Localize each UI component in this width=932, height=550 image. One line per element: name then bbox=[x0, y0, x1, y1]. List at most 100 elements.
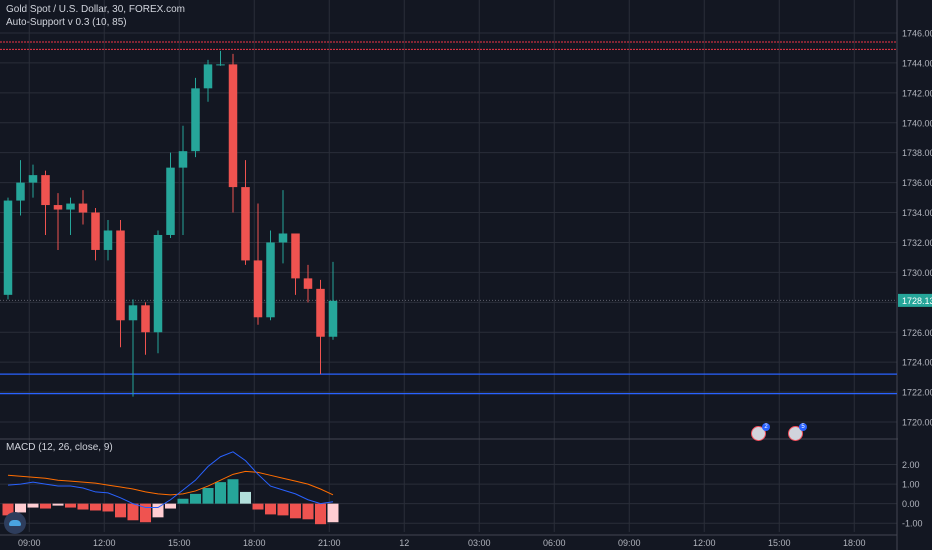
macd-hist-bar-6 bbox=[77, 503, 89, 510]
price-tick-label-11: 1742.00 bbox=[902, 88, 932, 98]
time-tick-label-6: 03:00 bbox=[468, 538, 491, 548]
time-tick-label-7: 06:00 bbox=[543, 538, 566, 548]
price-tick-label-1: 1722.00 bbox=[902, 388, 932, 398]
time-tick-label-5: 12 bbox=[399, 538, 409, 548]
last-price-label: 1728.13 bbox=[902, 296, 932, 306]
time-tick-label-9: 12:00 bbox=[693, 538, 716, 548]
candle-2 bbox=[28, 164, 38, 198]
macd-hist-bar-8 bbox=[102, 503, 114, 512]
candle-10 bbox=[128, 299, 138, 397]
macd-hist-bar-16 bbox=[202, 488, 214, 504]
macd-tick-label-0: -1.00 bbox=[902, 519, 923, 529]
macd-hist-bar-23 bbox=[290, 503, 301, 519]
candle-body-7 bbox=[91, 212, 100, 250]
price-tick-label-5: 1730.00 bbox=[902, 268, 932, 278]
candle-body-6 bbox=[78, 203, 88, 213]
macd-legend[interactable]: MACD (12, 26, close, 9) bbox=[6, 442, 113, 453]
event-badge-2-count: 5 bbox=[799, 423, 807, 431]
candle-body-18 bbox=[228, 64, 238, 188]
macd-tick-label-3: 2.00 bbox=[902, 460, 920, 470]
price-tick-label-13: 1746.00 bbox=[902, 28, 932, 38]
candle-body-26 bbox=[328, 300, 338, 337]
macd-tick-label-2: 1.00 bbox=[902, 480, 920, 490]
candle-19 bbox=[241, 160, 250, 265]
candle-body-14 bbox=[178, 151, 188, 168]
candle-22 bbox=[278, 190, 288, 264]
macd-hist-bar-4 bbox=[52, 503, 64, 506]
support-resistance-lines bbox=[0, 41, 897, 395]
candle-13 bbox=[166, 152, 175, 238]
candle-body-20 bbox=[253, 260, 263, 318]
candle-body-19 bbox=[241, 187, 250, 261]
candle-18 bbox=[228, 53, 238, 213]
candle-body-2 bbox=[28, 175, 38, 183]
candle-body-3 bbox=[41, 175, 50, 206]
candle-3 bbox=[41, 170, 50, 235]
time-tick-label-0: 09:00 bbox=[18, 538, 41, 548]
candle-4 bbox=[53, 193, 63, 250]
candle-24 bbox=[303, 264, 313, 303]
macd-hist-bar-17 bbox=[215, 482, 226, 504]
time-tick-label-2: 15:00 bbox=[168, 538, 191, 548]
candle-0 bbox=[3, 197, 13, 300]
candle-20 bbox=[253, 203, 263, 325]
candle-body-15 bbox=[191, 88, 200, 152]
macd-hist-bar-10 bbox=[127, 503, 139, 521]
price-tick-label-10: 1740.00 bbox=[902, 118, 932, 128]
macd-hist-bar-5 bbox=[65, 503, 76, 508]
candle-body-1 bbox=[16, 182, 25, 201]
macd-hist-bar-11 bbox=[140, 503, 151, 523]
candle-17 bbox=[216, 50, 225, 66]
candle-14 bbox=[178, 125, 188, 235]
macd-hist-bar-13 bbox=[165, 503, 176, 509]
macd-line bbox=[7, 451, 334, 509]
time-tick-label-11: 18:00 bbox=[843, 538, 866, 548]
candle-7 bbox=[91, 208, 100, 261]
candle-body-21 bbox=[266, 242, 275, 318]
symbol-legend[interactable]: Gold Spot / U.S. Dollar, 30, FOREX.com bbox=[6, 4, 185, 15]
macd-hist-bar-0 bbox=[2, 503, 14, 516]
candle-11 bbox=[141, 302, 150, 355]
candle-body-11 bbox=[141, 305, 150, 333]
last-price-tag bbox=[898, 293, 932, 307]
candle-body-16 bbox=[203, 64, 213, 89]
macd-hist-bar-25 bbox=[315, 503, 326, 525]
candle-body-25 bbox=[316, 288, 325, 337]
price-tick-label-12: 1744.00 bbox=[902, 58, 932, 68]
macd-hist-bar-9 bbox=[115, 503, 126, 518]
candles bbox=[3, 50, 338, 397]
candle-16 bbox=[203, 59, 213, 102]
candle-body-0 bbox=[3, 200, 13, 295]
macd-hist-bar-21 bbox=[265, 503, 276, 515]
price-tick-label-3: 1726.00 bbox=[902, 328, 932, 338]
macd-hist-bar-26 bbox=[327, 503, 339, 523]
candle-body-22 bbox=[278, 233, 288, 243]
indicator-legend[interactable]: Auto-Support v 0.3 (10, 85) bbox=[6, 17, 127, 28]
macd-hist-bar-24 bbox=[302, 503, 314, 520]
macd-hist-bar-14 bbox=[177, 498, 189, 504]
event-badge-1-count: 2 bbox=[762, 423, 770, 431]
event-badge-2[interactable]: 5 bbox=[788, 423, 807, 441]
macd-hist-bar-2 bbox=[27, 503, 39, 508]
price-tick-label-7: 1734.00 bbox=[902, 208, 932, 218]
macd-hist-bar-15 bbox=[190, 493, 201, 504]
price-axis-background bbox=[898, 0, 932, 550]
candle-body-4 bbox=[53, 205, 63, 210]
macd-signal-line bbox=[7, 470, 334, 496]
price-tick-label-9: 1738.00 bbox=[902, 148, 932, 158]
candle-15 bbox=[191, 77, 200, 158]
price-tick-label-8: 1736.00 bbox=[902, 178, 932, 188]
axes: 1720.001722.001724.001726.001728.001730.… bbox=[18, 0, 932, 550]
time-tick-label-1: 12:00 bbox=[93, 538, 116, 548]
candle-8 bbox=[103, 220, 113, 261]
macd-hist-bar-3 bbox=[40, 503, 51, 509]
event-badge-1[interactable]: 2 bbox=[751, 423, 770, 441]
macd-hist-bar-7 bbox=[90, 503, 101, 511]
time-tick-label-3: 18:00 bbox=[243, 538, 266, 548]
macd-hist-bar-22 bbox=[277, 503, 289, 516]
price-tick-label-6: 1732.00 bbox=[902, 238, 932, 248]
candle-body-8 bbox=[103, 230, 113, 250]
